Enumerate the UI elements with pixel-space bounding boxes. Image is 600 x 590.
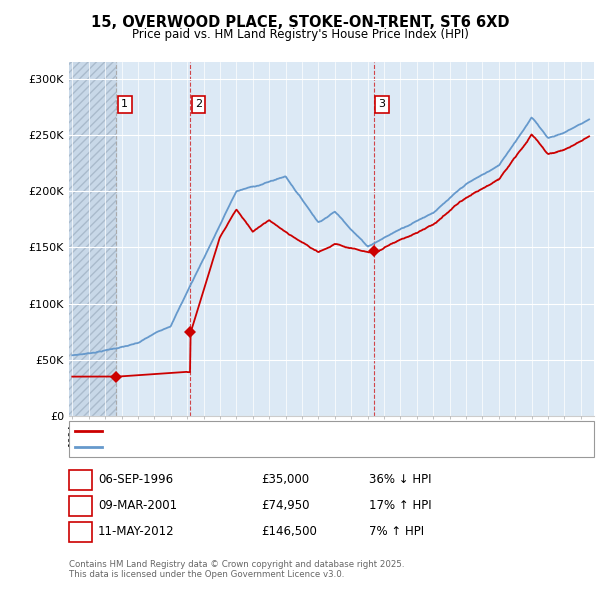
Bar	[69, 62, 116, 416]
Text: 1: 1	[77, 473, 84, 486]
Bar	[69, 62, 116, 416]
Text: 36% ↓ HPI: 36% ↓ HPI	[369, 473, 431, 486]
Text: HPI: Average price, detached house, Stoke-on-Trent: HPI: Average price, detached house, Stok…	[108, 442, 376, 452]
Text: £146,500: £146,500	[261, 525, 317, 538]
Text: 11-MAY-2012: 11-MAY-2012	[98, 525, 175, 538]
Text: 3: 3	[77, 525, 84, 538]
Text: £35,000: £35,000	[261, 473, 309, 486]
Text: 17% ↑ HPI: 17% ↑ HPI	[369, 499, 431, 512]
Text: £74,950: £74,950	[261, 499, 310, 512]
Text: 2: 2	[77, 499, 84, 512]
Text: 2: 2	[195, 100, 202, 109]
Text: 09-MAR-2001: 09-MAR-2001	[98, 499, 177, 512]
Text: 15, OVERWOOD PLACE, STOKE-ON-TRENT, ST6 6XD: 15, OVERWOOD PLACE, STOKE-ON-TRENT, ST6 …	[91, 15, 509, 30]
Text: 1: 1	[121, 100, 128, 109]
Text: 3: 3	[379, 100, 385, 109]
Text: 15, OVERWOOD PLACE, STOKE-ON-TRENT, ST6 6XD (detached house): 15, OVERWOOD PLACE, STOKE-ON-TRENT, ST6 …	[108, 426, 471, 436]
Text: Price paid vs. HM Land Registry's House Price Index (HPI): Price paid vs. HM Land Registry's House …	[131, 28, 469, 41]
Text: 7% ↑ HPI: 7% ↑ HPI	[369, 525, 424, 538]
Text: 06-SEP-1996: 06-SEP-1996	[98, 473, 173, 486]
Text: Contains HM Land Registry data © Crown copyright and database right 2025.
This d: Contains HM Land Registry data © Crown c…	[69, 560, 404, 579]
